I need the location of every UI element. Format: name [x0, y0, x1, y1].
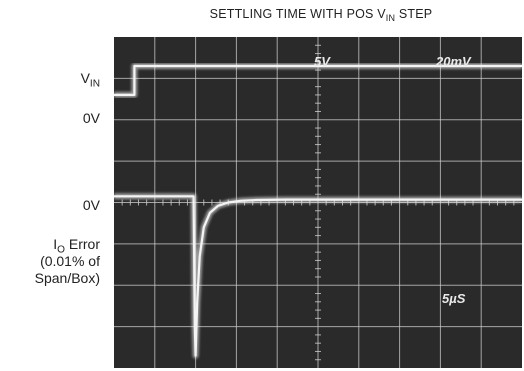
vin-label-subscript: IN	[89, 78, 100, 90]
channel2-scale-readout: 20mV	[435, 54, 472, 69]
vin-label: VIN	[80, 70, 100, 90]
io-label-main: I	[53, 236, 58, 252]
io-label-subscript: O	[57, 244, 65, 256]
io-error-trace	[114, 195, 522, 357]
chart-title-main: SETTLING TIME WITH POS V	[209, 7, 386, 21]
io-error-label-line2: (0.01% of	[40, 253, 100, 269]
trace-layer	[114, 63, 522, 359]
vin-zero-label: 0V	[82, 110, 100, 126]
vin-step-trace	[114, 64, 522, 97]
oscilloscope-screen: 5V 20mV 5µS	[114, 37, 522, 368]
io-label-rest: Error	[65, 236, 100, 252]
channel1-scale-readout: 5V	[314, 54, 331, 69]
vin-label-main: V	[80, 70, 90, 86]
io-error-label: IO Error	[53, 236, 100, 256]
io-error-label-line3: Span/Box)	[34, 270, 100, 286]
chart-title: SETTLING TIME WITH POS VIN STEP	[118, 7, 524, 24]
chart-title-subscript: IN	[385, 13, 396, 24]
io-zero-label: 0V	[82, 197, 100, 213]
timebase-readout: 5µS	[442, 291, 466, 306]
chart-title-end: STEP	[395, 7, 433, 21]
